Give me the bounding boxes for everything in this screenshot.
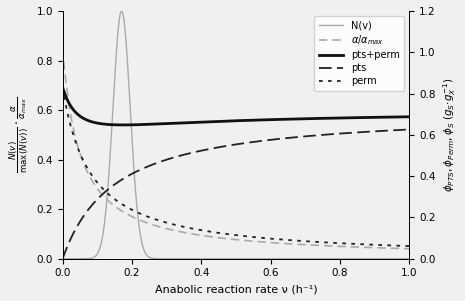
Legend: N(v), $\alpha/\alpha_{max}$, pts+perm, pts, perm: N(v), $\alpha/\alpha_{max}$, pts+perm, p… xyxy=(314,16,405,91)
Y-axis label: $\phi_{PTS}, \phi_{Perm}, \phi_S$ ($g_S{\cdot}g_X^{-1}$): $\phi_{PTS}, \phi_{Perm}, \phi_S$ ($g_S{… xyxy=(441,78,458,192)
X-axis label: Anabolic reaction rate ν (h⁻¹): Anabolic reaction rate ν (h⁻¹) xyxy=(155,284,317,294)
Y-axis label: $\frac{N(v)}{\max(N(v))}\cdot\frac{\alpha}{\alpha_{max}}$: $\frac{N(v)}{\max(N(v))}\cdot\frac{\alph… xyxy=(7,97,31,173)
